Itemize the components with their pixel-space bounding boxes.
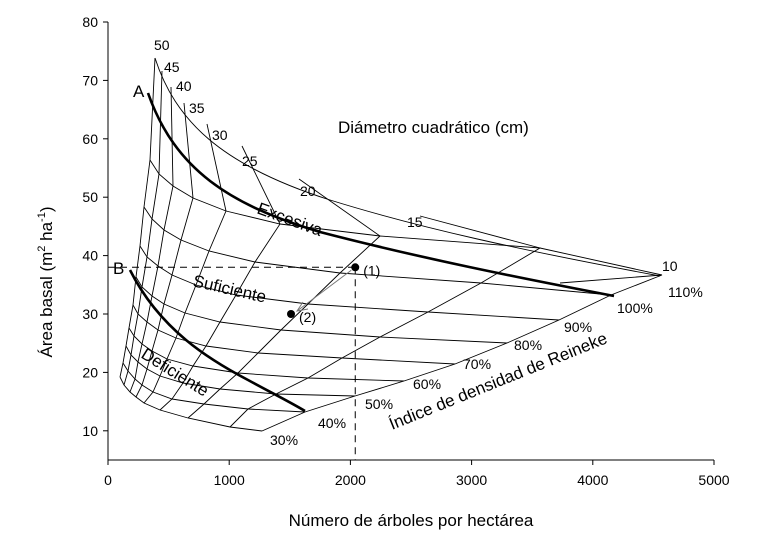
marker-b: B — [113, 259, 124, 278]
diameter-label: 40 — [176, 78, 192, 94]
y-tick-label: 40 — [82, 248, 98, 264]
y-tick-label: 50 — [82, 189, 98, 205]
density-label: 90% — [564, 319, 592, 335]
diameter-label: 45 — [164, 59, 180, 75]
point-label: (2) — [299, 309, 316, 325]
x-axis-label: Número de árboles por hectárea — [289, 511, 534, 530]
y-tick-label: 10 — [82, 423, 98, 439]
diagram-grid — [119, 57, 663, 432]
density-label: 70% — [463, 356, 491, 372]
diameter-line — [143, 123, 227, 404]
diameter-line — [159, 145, 281, 411]
diagram-labels: (1) (2) 50 45 40 35 30 25 20 15 10 30% 40% 50% 60% 70% 8… — [113, 37, 703, 448]
y-tick-label: 30 — [82, 306, 98, 322]
diameter-label: 50 — [154, 37, 170, 53]
upper-boundary — [154, 57, 661, 277]
density-label: 100% — [617, 300, 653, 316]
reference-lines — [108, 266, 356, 460]
y-ticks: 10 20 30 40 50 60 70 80 — [82, 14, 108, 439]
point-label: (1) — [363, 262, 380, 278]
x-tick-label: 4000 — [577, 472, 608, 488]
x-ticks: 0 1000 2000 3000 4000 5000 — [104, 460, 730, 488]
diameter-label: 25 — [242, 153, 258, 169]
density-label: 50% — [365, 396, 393, 412]
diameter-line — [261, 274, 663, 432]
diameter-line — [187, 178, 381, 419]
diameter-label: 35 — [189, 100, 205, 116]
diameter-label: 30 — [212, 127, 228, 143]
x-tick-label: 1000 — [214, 472, 245, 488]
x-tick-label: 3000 — [456, 472, 487, 488]
chart-title: Diámetro cuadrático (cm) — [338, 118, 529, 137]
data-point — [351, 263, 360, 272]
diameter-line — [119, 57, 156, 378]
density-label: 60% — [413, 376, 441, 392]
density-curve — [149, 159, 663, 276]
limit-curves — [128, 92, 615, 413]
axes — [107, 22, 714, 461]
marker-a: A — [133, 82, 145, 101]
y-tick-label: 20 — [82, 364, 98, 380]
y-axis-label: Área basal (m2 ha-1) — [36, 206, 56, 357]
zone-label-suficiente: Suficiente — [191, 271, 268, 306]
x-tick-label: 0 — [104, 472, 112, 488]
diameter-label: 10 — [662, 258, 678, 274]
zone-label-excesiva: Excesiva — [255, 199, 326, 240]
transition-arrow — [296, 269, 352, 312]
density-label: 30% — [270, 432, 298, 448]
diameter-line — [229, 215, 542, 428]
density-label: 110% — [668, 284, 703, 300]
density-label: 40% — [318, 415, 346, 431]
data-point — [287, 310, 296, 318]
y-tick-label: 70 — [82, 72, 98, 88]
diameter-line — [123, 70, 163, 386]
x-tick-label: 2000 — [335, 472, 366, 488]
y-tick-label: 60 — [82, 131, 98, 147]
diameter-label: 20 — [300, 183, 316, 199]
density-label: 80% — [514, 337, 542, 353]
y-tick-label: 80 — [82, 14, 98, 30]
deficient-limit-curve — [128, 269, 306, 413]
excess-limit-curve — [146, 92, 615, 298]
diameter-label: 15 — [407, 214, 423, 230]
x-tick-label: 5000 — [698, 472, 729, 488]
diameter-line — [129, 86, 174, 393]
arrow-head — [295, 301, 309, 312]
